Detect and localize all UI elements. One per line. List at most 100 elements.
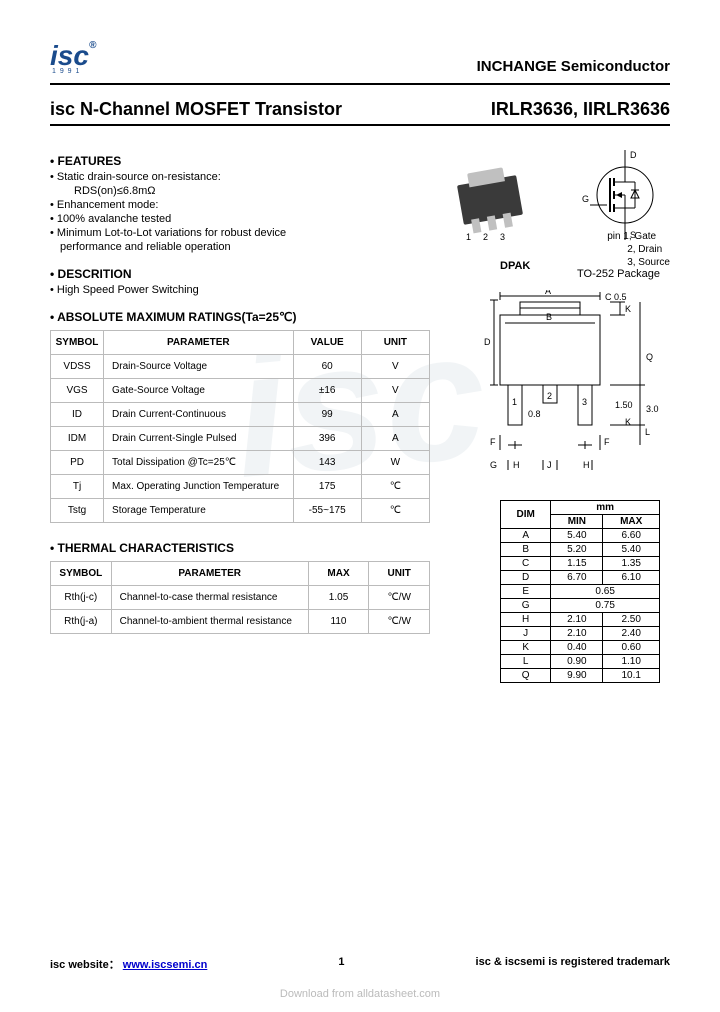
- feature-item: performance and reliable operation: [60, 241, 430, 253]
- header-underline: [50, 83, 670, 85]
- schematic-d: D: [630, 150, 637, 160]
- table-row: C1.151.35: [501, 557, 660, 571]
- header: isc® 1 9 9 1 INCHANGE Semiconductor: [50, 40, 670, 75]
- table-row: PDTotal Dissipation @Tc=25℃143W: [51, 451, 430, 475]
- chip-icon: 1 2 3: [460, 180, 520, 220]
- svg-text:1.50: 1.50: [615, 400, 633, 410]
- table-row: H2.102.50: [501, 613, 660, 627]
- table-row: G0.75: [501, 599, 660, 613]
- svg-text:Q: Q: [646, 352, 653, 362]
- svg-text:3: 3: [582, 397, 587, 407]
- package-diagram: 1 2 3: [450, 140, 670, 280]
- ratings-col: VALUE: [293, 331, 361, 355]
- feature-item: • 100% avalanche tested: [50, 213, 430, 225]
- dim-col: MIN: [551, 515, 603, 529]
- thermal-col: MAX: [308, 562, 369, 586]
- left-column: • FEATURES • Static drain-source on-resi…: [50, 140, 430, 683]
- package-label: TO-252 Package: [577, 268, 660, 280]
- table-row: D6.706.10: [501, 571, 660, 585]
- part-numbers: IRLR3636, IIRLR3636: [491, 99, 670, 120]
- website-section: isc website： www.iscsemi.cn: [50, 956, 207, 972]
- dim-col: MAX: [603, 515, 660, 529]
- feature-item: • Minimum Lot-to-Lot variations for robu…: [50, 227, 430, 239]
- outline-drawing: A B C 0.5 D K Q 1 2 3 0.8 1.50 3.0 F F: [450, 290, 670, 490]
- pin-num: 2: [483, 232, 488, 242]
- table-row: L0.901.10: [501, 655, 660, 669]
- svg-text:J: J: [547, 460, 552, 470]
- table-row: VDSSDrain-Source Voltage60V: [51, 355, 430, 379]
- svg-text:L: L: [645, 427, 650, 437]
- svg-text:D: D: [484, 337, 491, 347]
- website-label: isc website：: [50, 959, 120, 971]
- feature-item: • Enhancement mode:: [50, 199, 430, 211]
- table-row: IDMDrain Current-Single Pulsed396A: [51, 427, 430, 451]
- svg-text:H: H: [583, 460, 590, 470]
- package-outline: A B C 0.5 D K Q 1 2 3 0.8 1.50 3.0 F F: [450, 290, 670, 490]
- thermal-col: SYMBOL: [51, 562, 112, 586]
- table-row: VGSGate-Source Voltage±16V: [51, 379, 430, 403]
- table-row: J2.102.40: [501, 627, 660, 641]
- schematic-g: G: [582, 194, 589, 204]
- company-name: INCHANGE Semiconductor: [477, 58, 670, 75]
- logo: isc® 1 9 9 1: [50, 40, 96, 75]
- download-watermark: Download from alldatasheet.com: [0, 988, 720, 1000]
- ratings-heading: • ABSOLUTE MAXIMUM RATINGS(Ta=25℃): [50, 310, 430, 324]
- table-row: IDDrain Current-Continuous99A: [51, 403, 430, 427]
- table-row: TjMax. Operating Junction Temperature175…: [51, 475, 430, 499]
- dim-col: mm: [551, 501, 660, 515]
- feature-rds: RDS(on)≤6.8mΩ: [74, 185, 430, 197]
- right-column: 1 2 3: [450, 140, 670, 683]
- svg-text:G: G: [490, 460, 497, 470]
- pin-line: 2, Drain: [627, 243, 670, 256]
- svg-text:K: K: [625, 417, 631, 427]
- thermal-col: PARAMETER: [111, 562, 308, 586]
- page-number: 1: [338, 956, 344, 972]
- svg-text:K: K: [625, 304, 631, 314]
- table-row: B5.205.40: [501, 543, 660, 557]
- svg-text:1: 1: [512, 397, 517, 407]
- dimensions-table: DIMmm MINMAX A5.406.60B5.205.40C1.151.35…: [500, 500, 660, 683]
- table-row: K0.400.60: [501, 641, 660, 655]
- svg-text:3.0: 3.0: [646, 404, 659, 414]
- svg-text:F: F: [490, 437, 496, 447]
- footer: isc website： www.iscsemi.cn 1 isc & iscs…: [50, 956, 670, 972]
- table-row: A5.406.60: [501, 529, 660, 543]
- svg-text:F: F: [604, 437, 610, 447]
- table-row: Rth(j-c)Channel-to-case thermal resistan…: [51, 586, 430, 610]
- ratings-col: UNIT: [361, 331, 429, 355]
- svg-text:C 0.5: C 0.5: [605, 292, 627, 302]
- title-row: isc N-Channel MOSFET Transistor IRLR3636…: [50, 99, 670, 120]
- description-item: • High Speed Power Switching: [50, 284, 430, 296]
- dim-col: DIM: [501, 501, 551, 529]
- svg-text:0.8: 0.8: [528, 409, 541, 419]
- table-row: TstgStorage Temperature-55~175℃: [51, 499, 430, 523]
- thermal-table: SYMBOL PARAMETER MAX UNIT Rth(j-c)Channe…: [50, 561, 430, 634]
- dpak-label: DPAK: [500, 260, 530, 272]
- ratings-col: SYMBOL: [51, 331, 104, 355]
- logo-text: isc: [50, 40, 89, 71]
- thermal-col: UNIT: [369, 562, 430, 586]
- trademark-text: isc & iscsemi is registered trademark: [476, 956, 670, 972]
- table-row: E0.65: [501, 585, 660, 599]
- pin-line: pin 1, Gate: [607, 230, 670, 243]
- logo-reg: ®: [89, 40, 96, 51]
- features-heading: • FEATURES: [50, 154, 430, 168]
- svg-text:B: B: [546, 312, 552, 322]
- title-underline: [50, 124, 670, 126]
- pin-description: pin 1, Gate 2, Drain 3, Source: [607, 230, 670, 269]
- thermal-heading: • THERMAL CHARACTERISTICS: [50, 541, 430, 555]
- table-row: Q9.9010.1: [501, 669, 660, 683]
- ratings-table: SYMBOL PARAMETER VALUE UNIT VDSSDrain-So…: [50, 330, 430, 523]
- ratings-col: PARAMETER: [104, 331, 294, 355]
- table-row: Rth(j-a)Channel-to-ambient thermal resis…: [51, 610, 430, 634]
- website-link[interactable]: www.iscsemi.cn: [123, 959, 208, 971]
- svg-text:2: 2: [547, 391, 552, 401]
- svg-text:H: H: [513, 460, 520, 470]
- schematic-icon: D G S: [580, 150, 660, 240]
- feature-item: • Static drain-source on-resistance:: [50, 171, 430, 183]
- svg-text:A: A: [545, 290, 551, 296]
- description-heading: • DESCRITION: [50, 267, 430, 281]
- product-title: isc N-Channel MOSFET Transistor: [50, 99, 342, 120]
- pin-num: 1: [466, 232, 471, 242]
- pin-num: 3: [500, 232, 505, 242]
